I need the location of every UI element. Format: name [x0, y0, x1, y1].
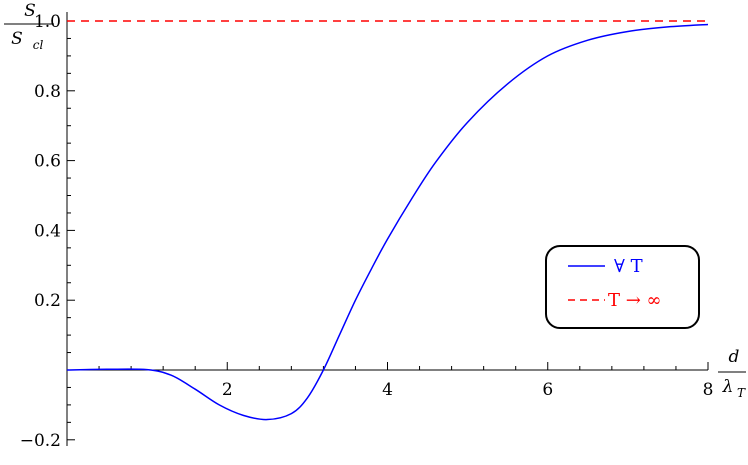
- y-tick-label--0.2: −0.2: [20, 431, 61, 451]
- legend-label-1: T → ∞: [608, 290, 662, 311]
- y-tick-label-0.6: 0.6: [34, 152, 61, 172]
- y-tick-label-0.8: 0.8: [34, 82, 61, 102]
- y-axis-label-denominator-sub: cl: [33, 38, 44, 52]
- y-axis-label: S S cl: [4, 1, 54, 52]
- y-axis-label-numerator: S: [24, 1, 36, 21]
- x-tick-label-4: 4: [382, 380, 393, 400]
- tick-labels: 2 4 6 8 −0.2 0.2 0.4 0.6 0.8 1.0: [20, 12, 714, 451]
- x-tick-label-6: 6: [542, 380, 553, 400]
- x-axis-label-numerator: d: [729, 347, 740, 367]
- x-axis-label-denominator: λ: [722, 377, 734, 397]
- y-tick-label-0.4: 0.4: [34, 221, 61, 241]
- x-tick-label-2: 2: [222, 380, 233, 400]
- legend: ∀ T T → ∞: [545, 245, 700, 329]
- x-tick-label-8: 8: [703, 380, 714, 400]
- legend-label-0: ∀ T: [614, 256, 643, 277]
- series-layer: [66, 20, 709, 421]
- y-tick-label-1: 1.0: [34, 12, 61, 32]
- x-axis-label: d λ T: [718, 347, 746, 400]
- x-axis-label-denominator-sub: T: [737, 386, 746, 400]
- y-axis-label-denominator: S: [11, 29, 23, 49]
- ticks: [67, 20, 709, 441]
- series-line-0: [66, 23, 709, 421]
- y-tick-label-0.2: 0.2: [34, 291, 61, 311]
